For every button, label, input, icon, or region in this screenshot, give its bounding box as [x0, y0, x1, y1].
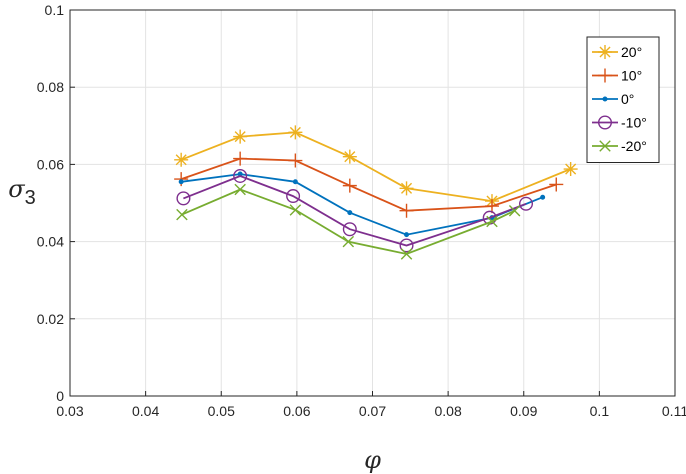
- asterisk-marker: [342, 149, 357, 164]
- y-tick-label: 0.1: [45, 2, 65, 18]
- series-layer: [174, 125, 578, 260]
- point-marker: [347, 210, 353, 216]
- legend-label: 10°: [621, 68, 642, 84]
- asterisk-marker: [288, 125, 303, 140]
- series-20°: [174, 125, 578, 209]
- legend-label: 0°: [621, 91, 634, 107]
- x-tick-label: 0.08: [435, 403, 462, 419]
- y-axis-label-main: σ: [8, 175, 25, 203]
- legend-label: -20°: [621, 138, 647, 154]
- circle-marker: [399, 238, 414, 253]
- cross-marker: [234, 183, 246, 196]
- asterisk-marker: [399, 181, 414, 196]
- point-marker: [292, 179, 298, 185]
- x-tick-label: 0.07: [359, 403, 386, 419]
- x-tick-label: 0.11: [662, 403, 686, 419]
- x-tick-label: 0.1: [590, 403, 610, 419]
- plus-marker: [484, 199, 499, 214]
- plus-marker: [549, 177, 564, 192]
- cross-marker: [599, 140, 611, 152]
- circle-marker: [233, 168, 248, 183]
- cross-marker: [176, 208, 188, 221]
- legend-label: -10°: [621, 115, 647, 131]
- legend: 20° 10° 0° -10° -20°: [586, 36, 660, 163]
- circle-marker: [176, 191, 191, 206]
- x-axis-label: φ: [364, 446, 381, 474]
- y-axis-label-subscript: 3: [25, 187, 36, 209]
- circle-marker: [519, 196, 534, 211]
- y-tick-label: 0.04: [37, 234, 64, 250]
- series-line: [183, 175, 527, 247]
- circle-marker: [342, 222, 357, 237]
- cross-marker: [400, 248, 413, 260]
- series--10°: [176, 168, 534, 253]
- y-tick-label: 0.06: [37, 156, 64, 172]
- asterisk-marker: [563, 162, 578, 177]
- plus-marker: [399, 203, 414, 218]
- series--20°: [176, 183, 521, 260]
- asterisk-marker: [598, 45, 612, 59]
- circle-marker: [286, 189, 301, 204]
- asterisk-marker: [174, 152, 189, 167]
- cross-marker: [342, 235, 355, 248]
- cross-marker: [486, 215, 498, 228]
- legend-entry: 0°: [592, 91, 634, 107]
- circle-marker: [598, 115, 613, 130]
- x-tick-label: 0.05: [208, 403, 235, 419]
- y-tick-label: 0.02: [37, 311, 64, 327]
- series-line: [181, 188, 516, 255]
- x-tick-label: 0.03: [56, 403, 83, 419]
- x-tick-label: 0.09: [510, 403, 537, 419]
- x-tick-label: 0.04: [132, 403, 159, 419]
- series-0°: [178, 171, 546, 238]
- series-10°: [174, 151, 564, 218]
- point-marker: [178, 179, 184, 185]
- plus-marker: [288, 153, 303, 168]
- cross-marker: [508, 204, 521, 217]
- plus-marker: [598, 68, 612, 83]
- y-tick-label: 0: [56, 388, 64, 404]
- legend-entry: -20°: [592, 138, 647, 154]
- legend-entry: -10°: [592, 115, 647, 131]
- legend-entry: 10°: [592, 68, 642, 84]
- x-tick-label: 0.06: [283, 403, 310, 419]
- x-axis-ticks: 0.03 0.04 0.05 0.06 0.07 0.08 0.09 0.1 0.11: [56, 391, 686, 419]
- y-axis-label: σ3: [8, 175, 36, 209]
- plus-marker: [342, 178, 357, 193]
- cross-marker: [289, 204, 302, 216]
- y-tick-label: 0.08: [37, 79, 64, 95]
- legend-label: 20°: [621, 44, 642, 60]
- point-marker: [602, 96, 608, 102]
- legend-entry: 20°: [592, 44, 642, 60]
- asterisk-marker: [233, 129, 248, 144]
- plus-marker: [233, 151, 248, 166]
- grid: [69, 9, 676, 397]
- y-axis-ticks: 0 0.02 0.04 0.06 0.08 0.1: [37, 2, 75, 404]
- point-marker: [540, 194, 546, 200]
- point-marker: [404, 232, 410, 238]
